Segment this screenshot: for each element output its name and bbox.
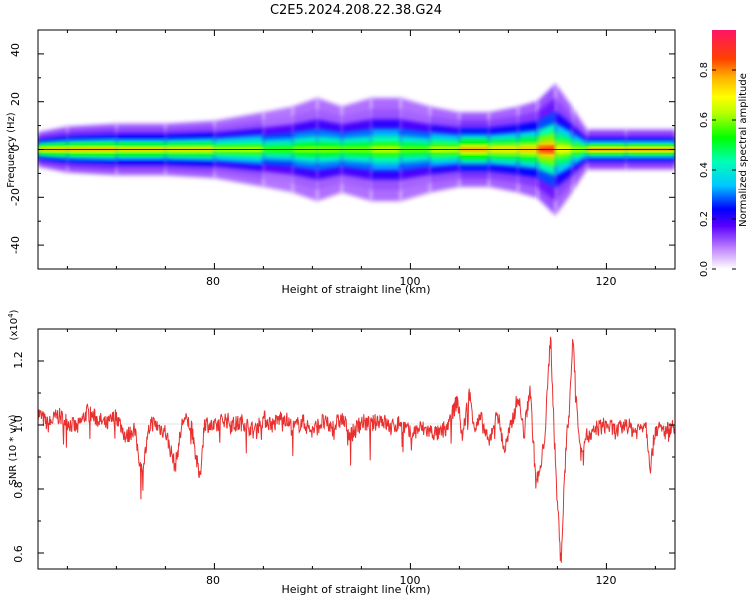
spectrogram-xtick-120: 120 <box>596 275 617 288</box>
snr-ytick-10: 1.0 <box>12 415 25 433</box>
figure-title: C2E5.2024.208.22.38.G24 <box>270 3 442 18</box>
spectrogram-image <box>38 83 675 216</box>
colorbar-label: Normalized spectral amplitude <box>738 73 749 227</box>
snr-xlabel: Height of straight line (km) <box>281 583 430 596</box>
snr-exponent-label: (x104) <box>7 309 20 340</box>
spectrogram-ytick-20: 20 <box>9 92 22 106</box>
snr-panel: 0.6 0.8 1.0 1.2 80 100 120 Height of str… <box>7 309 676 596</box>
spectrogram-ticks <box>38 29 675 270</box>
colorbar-tick-08: 0.8 <box>699 62 710 78</box>
snr-xtick-100: 100 <box>400 574 421 587</box>
colorbar-tick-02: 0.2 <box>699 211 710 227</box>
snr-xtick-120: 120 <box>596 574 617 587</box>
colorbar-ticks <box>712 69 736 270</box>
snr-frame <box>37 328 676 570</box>
spectrogram-panel: 40 20 0 -20 -40 80 100 120 Height of str… <box>6 29 676 296</box>
snr-xtick-80: 80 <box>206 574 220 587</box>
colorbar-tick-06: 0.6 <box>699 112 710 128</box>
snr-ytick-06: 0.6 <box>12 545 25 563</box>
colorbar-tick-0: 0.0 <box>699 261 710 277</box>
spectrogram-xtick-100: 100 <box>400 275 421 288</box>
spectrogram-ytick-neg20: -20 <box>9 188 22 206</box>
spectrogram-xlabel: Height of straight line (km) <box>281 283 430 296</box>
spectrogram-xtick-80: 80 <box>206 275 220 288</box>
colorbar-tick-04: 0.4 <box>699 162 710 178</box>
snr-ylabel: SNR (10 * v/v) <box>8 414 19 485</box>
spectrogram-ytick-0: 0 <box>9 145 22 152</box>
snr-ytick-12: 1.2 <box>12 351 25 369</box>
snr-ytick-08: 0.8 <box>12 481 25 499</box>
colorbar: 0.0 0.2 0.4 0.6 0.8 Normalized spectral … <box>699 30 749 277</box>
spectrogram-ytick-40: 40 <box>9 43 22 57</box>
spectrogram-ylabel: Frequency (Hz) <box>6 112 17 188</box>
snr-ticks <box>38 329 675 569</box>
spectrogram-ytick-neg40: -40 <box>9 236 22 254</box>
snr-series-line <box>38 336 675 563</box>
colorbar-gradient <box>712 30 736 269</box>
